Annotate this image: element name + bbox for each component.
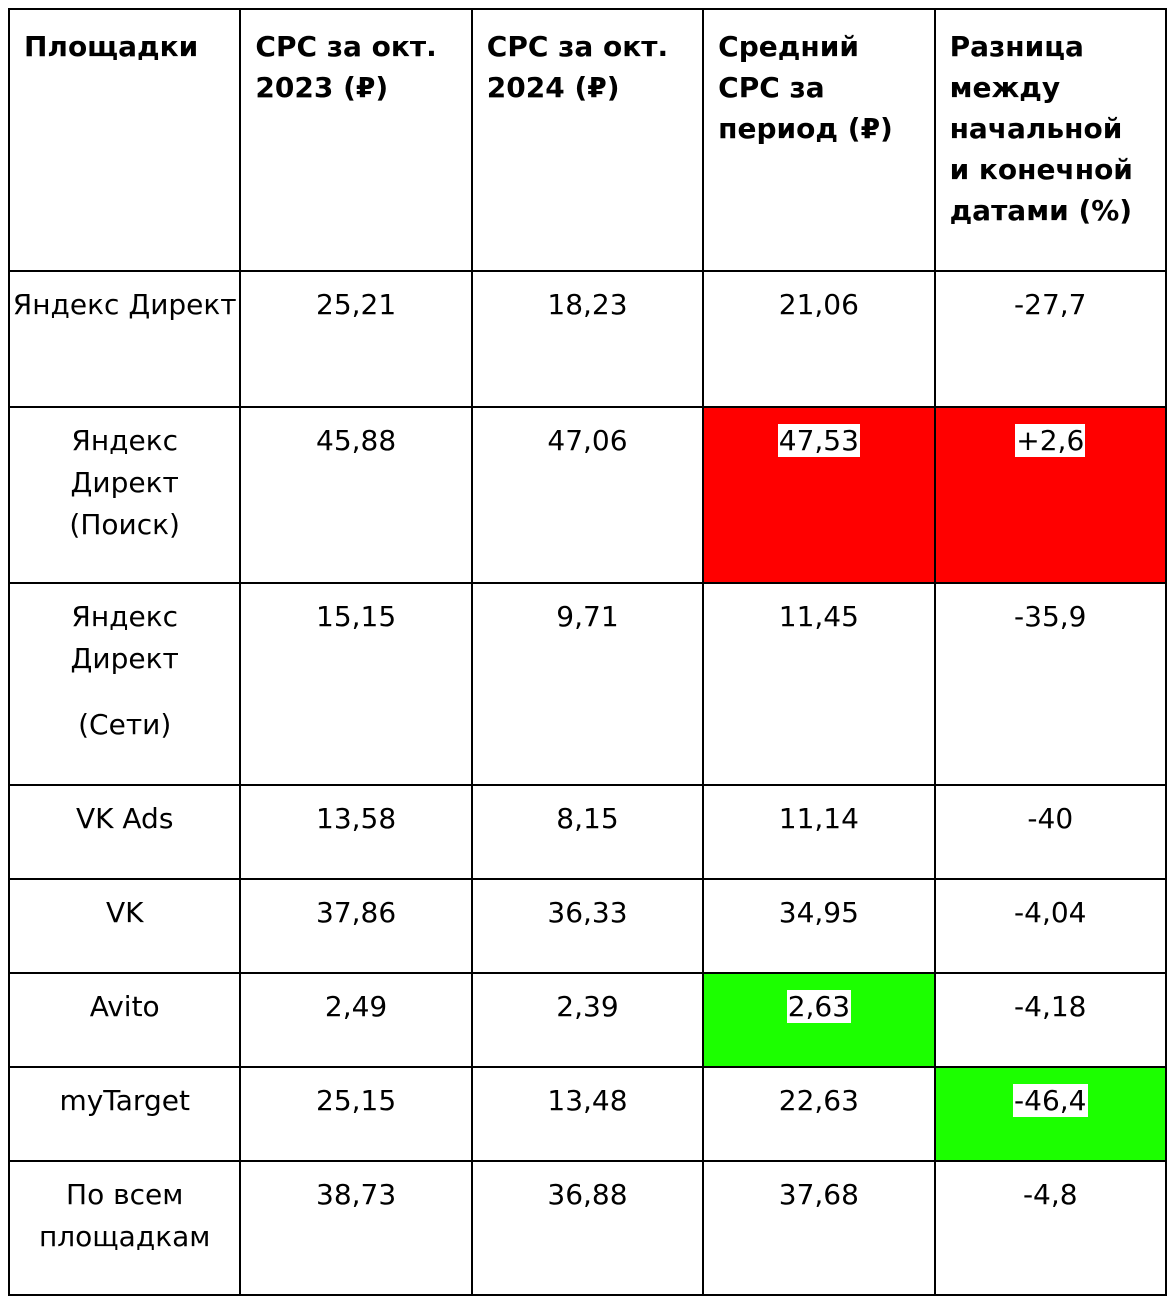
cpc-2023-cell: 13,58 <box>239 784 473 880</box>
diff-cell: -40 <box>933 784 1168 880</box>
avg-cpc-cell: 22,63 <box>702 1066 936 1162</box>
cpc-2024-cell: 36,88 <box>470 1160 705 1296</box>
table-row: VK 37,86 36,33 34,95 -4,04 <box>7 878 1168 974</box>
platform-name: Яндекс Директ <box>12 288 237 321</box>
table-row: myTarget 25,15 13,48 22,63 -46,4 <box>7 1066 1168 1162</box>
avg-cpc-cell: 11,14 <box>702 784 936 880</box>
platform-cell: Яндекс Директ <box>7 270 242 408</box>
cpc-2024-cell: 36,33 <box>470 878 705 974</box>
header-row: Площадки CPC за окт. 2023 (₽) CPC за окт… <box>7 8 1168 272</box>
highlighted-value: +2,6 <box>1015 424 1086 457</box>
platform-cell: Яндекс Директ (Сети) <box>7 582 242 786</box>
cpc-2023-cell: 25,21 <box>239 270 473 408</box>
table-row: Avito 2,49 2,39 2,63 -4,18 <box>7 972 1168 1068</box>
platform-cell: myTarget <box>7 1066 242 1162</box>
cpc-2024-cell: 13,48 <box>470 1066 705 1162</box>
cpc-2023-cell: 2,49 <box>239 972 473 1068</box>
diff-cell: -27,7 <box>933 270 1168 408</box>
platform-cell: Avito <box>7 972 242 1068</box>
header-avg-cpc: Средний CPC за период (₽) <box>702 8 936 272</box>
avg-cpc-cell-highlighted: 47,53 <box>702 406 936 584</box>
cpc-2024-cell: 47,06 <box>470 406 705 584</box>
platform-cell-total: По всем площадкам <box>7 1160 242 1296</box>
platform-cell: VK Ads <box>7 784 242 880</box>
avg-cpc-cell: 34,95 <box>702 878 936 974</box>
cpc-2024-cell: 18,23 <box>470 270 705 408</box>
cpc-2023-cell: 15,15 <box>239 582 473 786</box>
highlighted-value: 2,63 <box>786 990 852 1023</box>
diff-cell-highlighted: -46,4 <box>933 1066 1168 1162</box>
cpc-2023-cell: 38,73 <box>239 1160 473 1296</box>
table-row: Яндекс Директ (Поиск) 45,88 47,06 47,53 … <box>7 406 1168 584</box>
table-row: Яндекс Директ 25,21 18,23 21,06 -27,7 <box>7 270 1168 408</box>
avg-cpc-cell: 21,06 <box>702 270 936 408</box>
diff-cell-highlighted: +2,6 <box>933 406 1168 584</box>
diff-cell: -35,9 <box>933 582 1168 786</box>
diff-cell: -4,18 <box>933 972 1168 1068</box>
header-cpc-2024: CPC за окт. 2024 (₽) <box>470 8 705 272</box>
platform-cell: VK <box>7 878 242 974</box>
diff-cell: -4,8 <box>933 1160 1168 1296</box>
platform-name-total: По всем площадкам <box>38 1178 211 1253</box>
highlighted-value: 47,53 <box>777 424 860 457</box>
table-row-total: По всем площадкам 38,73 36,88 37,68 -4,8 <box>7 1160 1168 1296</box>
avg-cpc-cell: 37,68 <box>702 1160 936 1296</box>
cpc-2023-cell: 37,86 <box>239 878 473 974</box>
cpc-2024-cell: 9,71 <box>470 582 705 786</box>
table-row: Яндекс Директ (Сети) 15,15 9,71 11,45 -3… <box>7 582 1168 786</box>
cpc-2024-cell: 8,15 <box>470 784 705 880</box>
platform-cell: Яндекс Директ (Поиск) <box>7 406 242 584</box>
platform-name: Яндекс Директ <box>70 600 179 675</box>
diff-cell: -4,04 <box>933 878 1168 974</box>
highlighted-value: -46,4 <box>1013 1084 1088 1117</box>
avg-cpc-cell: 11,45 <box>702 582 936 786</box>
cpc-comparison-table: Площадки CPC за окт. 2023 (₽) CPC за окт… <box>7 8 1168 1296</box>
cpc-2023-cell: 45,88 <box>239 406 473 584</box>
platform-subname: (Сети) <box>78 708 172 741</box>
table-row: VK Ads 13,58 8,15 11,14 -40 <box>7 784 1168 880</box>
header-diff-percent: Разница между начальной и конечной датам… <box>933 8 1168 272</box>
cpc-2024-cell: 2,39 <box>470 972 705 1068</box>
cpc-2023-cell: 25,15 <box>239 1066 473 1162</box>
header-cpc-2023: CPC за окт. 2023 (₽) <box>239 8 473 272</box>
header-platforms: Площадки <box>7 8 242 272</box>
avg-cpc-cell-highlighted: 2,63 <box>702 972 936 1068</box>
platform-name: Яндекс Директ (Поиск) <box>69 424 180 541</box>
